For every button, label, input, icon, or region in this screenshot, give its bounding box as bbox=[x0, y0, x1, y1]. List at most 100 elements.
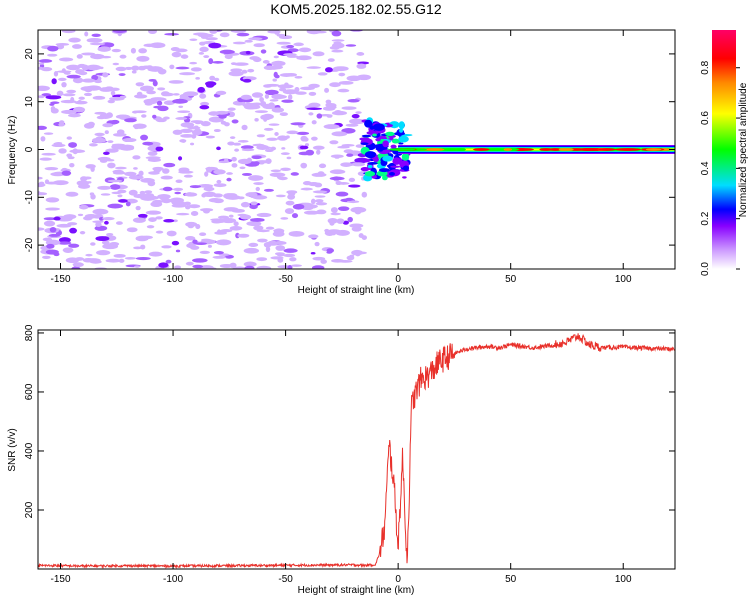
noise-blob bbox=[68, 37, 81, 43]
noise-blob bbox=[116, 221, 123, 225]
noise-blob bbox=[115, 66, 127, 72]
transition-blob bbox=[375, 137, 381, 142]
spectrogram-x-tick-label: 100 bbox=[615, 274, 632, 285]
noise-blob bbox=[192, 239, 198, 245]
noise-blob bbox=[217, 215, 230, 219]
noise-blob bbox=[189, 38, 198, 42]
noise-blob bbox=[150, 97, 166, 101]
noise-blob bbox=[284, 208, 295, 215]
noise-blob bbox=[40, 136, 46, 142]
transition-blob bbox=[392, 157, 401, 165]
noise-blob bbox=[310, 198, 316, 205]
noise-blob bbox=[45, 197, 60, 203]
noise-blob bbox=[147, 158, 162, 162]
noise-blob bbox=[92, 95, 106, 100]
noise-blob bbox=[232, 266, 247, 269]
noise-blob bbox=[92, 137, 107, 144]
noise-blob bbox=[246, 221, 262, 227]
noise-blob bbox=[95, 236, 110, 242]
noise-blob bbox=[77, 213, 84, 217]
noise-blob bbox=[58, 237, 71, 243]
noise-blob bbox=[216, 146, 221, 151]
noise-blob bbox=[328, 103, 337, 108]
noise-blob bbox=[252, 161, 260, 166]
noise-blob bbox=[143, 192, 155, 199]
noise-blob bbox=[178, 156, 183, 161]
noise-blob bbox=[330, 212, 341, 216]
noise-blob bbox=[290, 264, 302, 267]
transition-blob bbox=[360, 167, 370, 172]
noise-blob bbox=[308, 102, 321, 108]
noise-blob bbox=[335, 191, 349, 197]
noise-blob bbox=[216, 179, 222, 184]
noise-blob bbox=[136, 55, 150, 62]
transition-blob bbox=[393, 132, 406, 136]
noise-blob bbox=[280, 217, 289, 220]
noise-blob bbox=[84, 31, 89, 37]
noise-blob bbox=[290, 172, 300, 176]
snr-y-tick-label: 200 bbox=[24, 501, 35, 518]
noise-blob bbox=[300, 162, 308, 169]
noise-blob bbox=[308, 112, 314, 116]
noise-blob bbox=[203, 55, 210, 59]
snr-y-tick-label: 600 bbox=[24, 383, 35, 400]
noise-blob bbox=[265, 158, 272, 164]
noise-blob bbox=[316, 149, 321, 155]
noise-blob bbox=[305, 149, 315, 156]
noise-blob bbox=[311, 120, 317, 125]
noise-blob bbox=[283, 248, 298, 253]
noise-blob bbox=[200, 36, 209, 39]
noise-blob bbox=[99, 87, 114, 92]
noise-blob bbox=[204, 171, 209, 177]
noise-blob bbox=[329, 140, 339, 145]
noise-blob bbox=[114, 166, 127, 170]
noise-blob bbox=[111, 143, 126, 147]
noise-blob bbox=[349, 118, 365, 125]
noise-blob bbox=[213, 250, 224, 255]
noise-blob bbox=[145, 210, 162, 215]
carrier-peak bbox=[423, 148, 445, 151]
spectrogram-x-tick-label: 0 bbox=[395, 274, 401, 285]
noise-blob bbox=[326, 114, 333, 118]
snr-y-tick-label: 400 bbox=[24, 442, 35, 459]
colorbar-tick-label: 0.0 bbox=[700, 262, 711, 276]
noise-blob bbox=[178, 105, 184, 109]
noise-blob bbox=[131, 110, 139, 114]
noise-blob bbox=[122, 138, 137, 143]
noise-blob bbox=[231, 208, 245, 213]
noise-blob bbox=[253, 225, 264, 231]
noise-blob bbox=[180, 122, 195, 128]
transition-blob bbox=[401, 153, 410, 161]
noise-blob bbox=[162, 168, 170, 174]
noise-blob bbox=[264, 116, 271, 121]
noise-blob bbox=[38, 66, 44, 70]
noise-blob bbox=[65, 257, 80, 264]
noise-blob bbox=[195, 77, 200, 80]
noise-blob bbox=[348, 177, 356, 183]
noise-blob bbox=[257, 238, 268, 243]
noise-blob bbox=[112, 132, 127, 137]
noise-blob bbox=[250, 217, 265, 222]
noise-blob bbox=[233, 221, 239, 227]
transition-blob bbox=[364, 171, 376, 177]
noise-blob bbox=[94, 111, 107, 115]
noise-blob bbox=[209, 30, 218, 34]
noise-blob bbox=[316, 113, 323, 119]
noise-blob bbox=[143, 43, 156, 48]
noise-blob bbox=[107, 179, 123, 183]
noise-blob bbox=[230, 30, 247, 33]
noise-blob bbox=[91, 33, 101, 38]
colorbar-gradient bbox=[712, 30, 736, 269]
noise-blob bbox=[65, 191, 79, 197]
noise-blob bbox=[185, 221, 198, 227]
noise-blob bbox=[155, 118, 167, 123]
noise-blob bbox=[351, 226, 362, 232]
noise-blob bbox=[67, 156, 75, 160]
noise-blob bbox=[230, 68, 243, 73]
noise-blob bbox=[251, 155, 262, 160]
noise-blob bbox=[79, 230, 86, 235]
noise-blob bbox=[44, 166, 59, 171]
noise-blob bbox=[175, 249, 181, 253]
noise-blob bbox=[271, 60, 286, 67]
